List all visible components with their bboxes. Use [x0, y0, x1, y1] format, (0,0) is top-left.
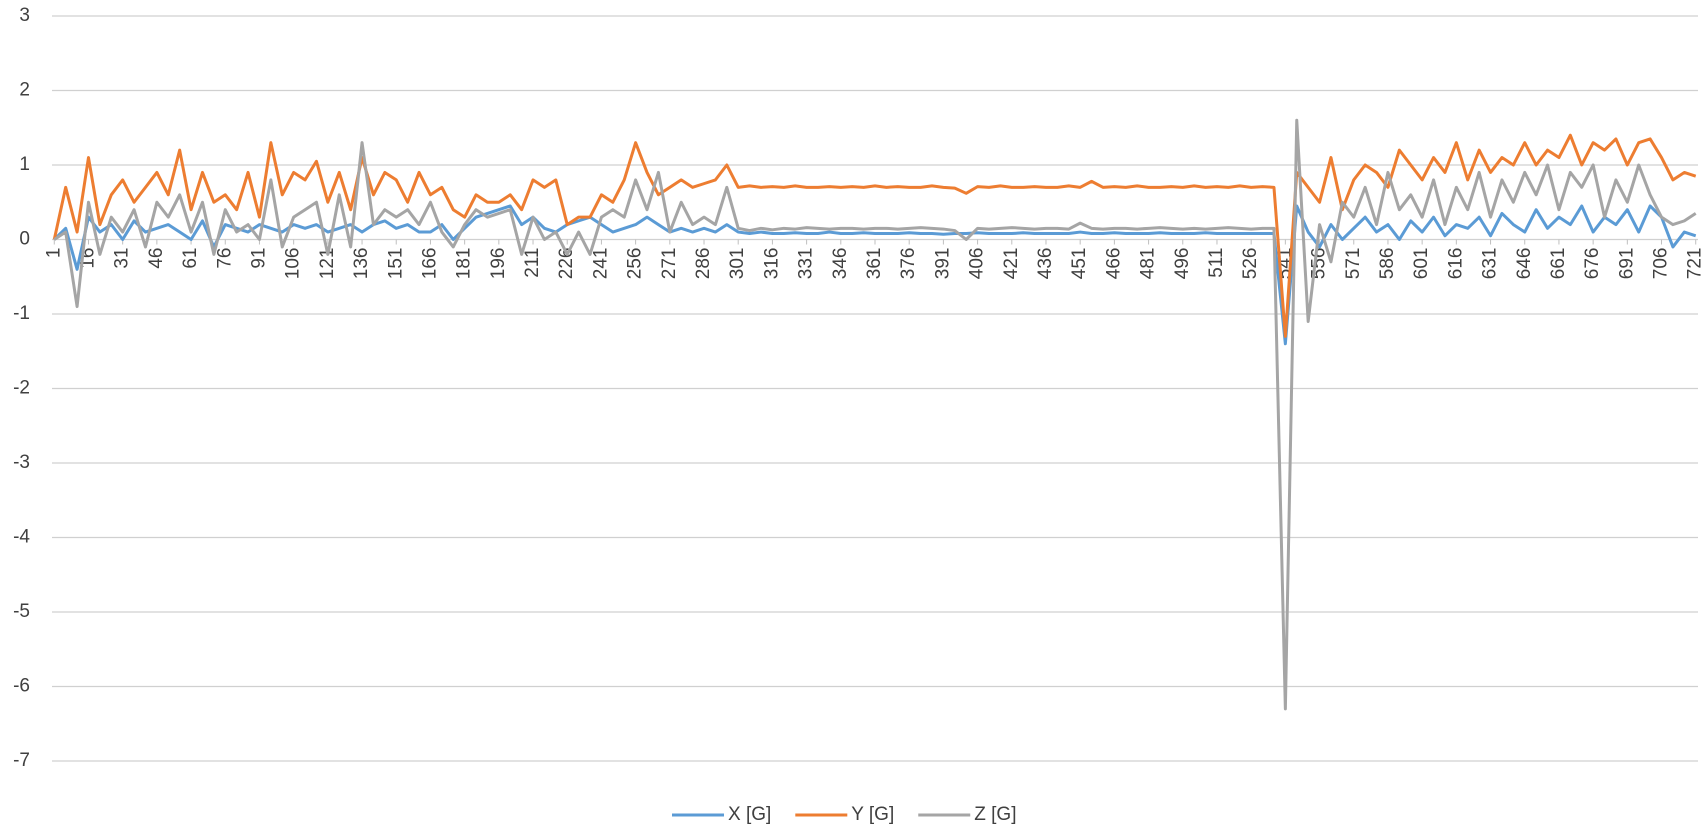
- x-tick-label: 571: [1343, 248, 1364, 280]
- x-tick-label: 301: [727, 248, 748, 280]
- x-tick-label: 466: [1103, 248, 1124, 280]
- x-tick-label: 1: [43, 248, 64, 259]
- y-tick-label: -7: [13, 750, 30, 771]
- x-tick-label: 391: [932, 248, 953, 280]
- x-tick-label: 721: [1685, 248, 1703, 280]
- x-tick-label: 271: [659, 248, 680, 280]
- x-tick-label: 331: [796, 248, 817, 280]
- x-tick-label: 61: [180, 248, 201, 269]
- x-tick-label: 586: [1377, 248, 1398, 280]
- x-tick-label: 76: [214, 248, 235, 269]
- x-tick-label: 676: [1582, 248, 1603, 280]
- x-tick-label: 211: [522, 248, 543, 278]
- x-tick-label: 646: [1514, 248, 1535, 280]
- series-line: [54, 120, 1695, 709]
- x-tick-label: 46: [146, 248, 167, 269]
- x-tick-label: 286: [693, 248, 714, 280]
- x-tick-label: 421: [1001, 248, 1022, 280]
- x-tick-label: 496: [1172, 248, 1193, 280]
- x-tick-label: 31: [112, 248, 133, 269]
- y-tick-label: -3: [13, 452, 30, 473]
- x-tick-label: 196: [488, 248, 509, 280]
- x-tick-label: 166: [419, 248, 440, 280]
- x-tick-label: 361: [864, 248, 885, 280]
- x-tick-label: 526: [1240, 248, 1261, 280]
- x-tick-label: 616: [1445, 248, 1466, 280]
- legend-label: Z [G]: [974, 804, 1016, 825]
- x-tick-label: 91: [248, 248, 269, 269]
- y-tick-label: 3: [19, 5, 30, 26]
- x-tick-label: 241: [590, 248, 611, 280]
- x-tick-label: 346: [830, 248, 851, 280]
- chart: 3210-1-2-3-4-5-6-71163146617691106121136…: [0, 0, 1703, 830]
- x-tick-label: 181: [454, 248, 475, 280]
- y-tick-label: -4: [13, 527, 30, 548]
- x-tick-label: 436: [1035, 248, 1056, 280]
- y-tick-label: -2: [13, 378, 30, 399]
- x-tick-label: 451: [1069, 248, 1090, 280]
- x-tick-label: 631: [1480, 248, 1501, 280]
- legend-label: Y [G]: [851, 804, 894, 825]
- page: 3210-1-2-3-4-5-6-71163146617691106121136…: [0, 0, 1703, 830]
- x-tick-label: 151: [385, 248, 406, 280]
- x-tick-label: 661: [1548, 248, 1569, 280]
- x-tick-label: 316: [761, 248, 782, 280]
- x-tick-label: 106: [283, 248, 304, 280]
- y-tick-label: -5: [13, 601, 30, 622]
- x-tick-label: 376: [898, 248, 919, 280]
- x-tick-label: 136: [351, 248, 372, 280]
- x-tick-label: 511: [1206, 248, 1227, 278]
- y-tick-label: 1: [19, 154, 30, 175]
- x-tick-label: 481: [1138, 248, 1159, 280]
- legend-label: X [G]: [728, 804, 771, 825]
- x-tick-label: 706: [1651, 248, 1672, 280]
- y-tick-label: -1: [13, 303, 30, 324]
- y-tick-label: 2: [19, 80, 30, 101]
- y-tick-label: 0: [19, 229, 30, 250]
- x-tick-label: 691: [1616, 248, 1637, 280]
- x-tick-label: 256: [625, 248, 646, 280]
- x-tick-label: 406: [967, 248, 988, 280]
- x-tick-label: 556: [1309, 248, 1330, 280]
- x-tick-label: 601: [1411, 248, 1432, 280]
- y-tick-label: -6: [13, 676, 30, 697]
